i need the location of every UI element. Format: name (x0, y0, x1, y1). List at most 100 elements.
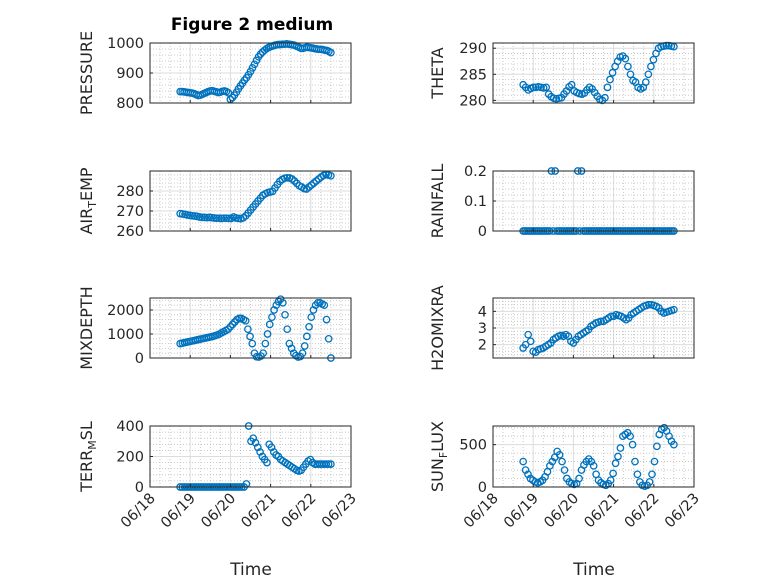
data-point (324, 460, 333, 468)
y-tick-label: 285 (459, 67, 487, 83)
y-tick-label: 0 (478, 224, 487, 240)
data-point (644, 300, 653, 309)
subplot-1: 800 900 1000 PRESSURE (77, 31, 352, 115)
y-tick-label: 0 (478, 480, 487, 496)
y-tick-label: 800 (116, 96, 144, 112)
data-point (648, 470, 656, 479)
data-series (176, 40, 335, 104)
data-point (320, 301, 329, 310)
data-point (641, 78, 650, 86)
data-point (322, 315, 331, 324)
axes-frame (492, 42, 695, 104)
x-tick-label: 06/18 (118, 491, 159, 532)
grid-lines (492, 42, 695, 103)
x-tick-label: 06/23 (319, 491, 360, 532)
data-point (313, 298, 322, 307)
data-point (210, 214, 219, 222)
data-point (626, 70, 635, 79)
y-tick-label: 4 (478, 304, 487, 320)
data-point (603, 83, 612, 92)
y-tick-label: 1000 (107, 327, 144, 343)
data-point (324, 334, 333, 343)
grid-lines (149, 425, 352, 488)
data-point (246, 332, 254, 341)
y-tick-label: 0 (135, 480, 144, 496)
x-tick-label: 06/21 (239, 491, 280, 532)
data-point (228, 320, 237, 329)
data-point (327, 48, 335, 57)
data-point (215, 214, 223, 223)
data-point (256, 448, 264, 456)
data-point (327, 460, 335, 468)
y-tick-label: 500 (459, 438, 487, 454)
y-tick-label: 1000 (107, 36, 144, 52)
data-point (188, 211, 197, 220)
x-tick-label: 06/19 (158, 491, 199, 532)
data-point (293, 179, 301, 188)
data-point (558, 457, 566, 466)
data-point (611, 459, 620, 468)
data-point (529, 83, 538, 92)
data-point (644, 70, 653, 79)
subplot-6: 234 H2OMIXRA (428, 285, 695, 371)
data-point (616, 444, 625, 452)
data-point (607, 312, 615, 321)
data-point (649, 55, 658, 64)
y-tick-label: 900 (116, 66, 144, 82)
x-tick-label: 06/22 (622, 491, 663, 532)
data-point (248, 339, 257, 348)
data-point (609, 469, 617, 478)
data-point (670, 440, 678, 449)
subplot-2: 280 285 290 THETA (428, 41, 695, 109)
data-point (305, 322, 313, 331)
data-point (251, 438, 260, 447)
subplot-7: 0 200 400 06/18 06/19 06/20 06/21 06/22 06/23 TER… (77, 419, 360, 531)
data-point (278, 298, 287, 307)
data-point (542, 83, 550, 92)
y-tick-label: 0 (135, 351, 144, 367)
y-axis-label: AIRTEMP (77, 167, 99, 234)
data-point (647, 62, 655, 71)
data-point (283, 173, 291, 182)
data-point (601, 93, 609, 102)
data-point (524, 330, 533, 339)
data-point (289, 349, 298, 358)
y-axis-label: THETA (428, 47, 447, 99)
data-series (176, 295, 335, 362)
data-point (307, 313, 316, 322)
data-point (633, 470, 642, 479)
data-point (234, 214, 243, 223)
data-point (322, 460, 331, 468)
data-point (575, 474, 583, 483)
subplot-4: 0 0.1 0.2 RAINFALL (428, 164, 695, 240)
data-point (628, 440, 637, 449)
data-point (249, 434, 258, 443)
data-point (265, 320, 274, 329)
data-point (670, 305, 678, 314)
grid-lines (492, 170, 695, 232)
data-point (597, 317, 605, 326)
axes-frame (149, 297, 352, 359)
y-axis-label: RAINFALL (428, 164, 447, 239)
data-point (256, 50, 265, 58)
data-point (281, 310, 289, 319)
data-point (263, 458, 271, 467)
data-point (224, 214, 233, 223)
data-point (626, 432, 634, 441)
chart-title: Figure 2 medium (171, 15, 333, 35)
data-point (606, 75, 614, 84)
subplot-8: 0 500 06/18 06/19 06/20 06/21 06/22 06/23 SUNFLU… (428, 421, 703, 531)
data-point (621, 54, 630, 63)
data-point (224, 325, 233, 334)
data-point (244, 325, 252, 334)
y-tick-label: 2000 (107, 303, 144, 319)
data-point (327, 171, 335, 180)
data-point (526, 337, 535, 346)
y-tick-label: 200 (116, 450, 144, 466)
y-tick-label: 280 (459, 93, 487, 109)
data-point (614, 452, 622, 461)
y-tick-label: 2 (478, 338, 487, 354)
y-axis-label: H2OMIXRA (428, 285, 447, 371)
y-axis-label: PRESSURE (77, 31, 96, 115)
